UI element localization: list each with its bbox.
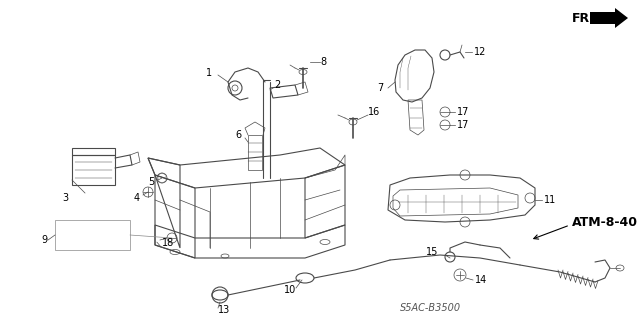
Text: 8: 8 (320, 57, 326, 67)
Text: 1: 1 (206, 68, 212, 78)
Text: 17: 17 (457, 120, 469, 130)
Text: 16: 16 (368, 107, 380, 117)
Text: 6: 6 (236, 130, 242, 140)
Text: 11: 11 (544, 195, 556, 205)
Text: FR.: FR. (572, 11, 595, 25)
Text: ATM-8-40: ATM-8-40 (572, 216, 638, 228)
Polygon shape (590, 8, 628, 28)
Text: 9: 9 (42, 235, 48, 245)
Text: 10: 10 (284, 285, 296, 295)
Text: 13: 13 (218, 305, 230, 315)
Text: 17: 17 (457, 107, 469, 117)
Text: 5: 5 (148, 177, 154, 187)
Text: 18: 18 (162, 238, 174, 248)
Text: 2: 2 (274, 80, 280, 90)
Text: 7: 7 (377, 83, 383, 93)
Text: S5AC-B3500: S5AC-B3500 (399, 303, 461, 313)
Text: 12: 12 (474, 47, 486, 57)
Text: 4: 4 (134, 193, 140, 203)
Text: 3: 3 (62, 193, 68, 203)
Text: 15: 15 (426, 247, 438, 257)
Text: 14: 14 (475, 275, 487, 285)
